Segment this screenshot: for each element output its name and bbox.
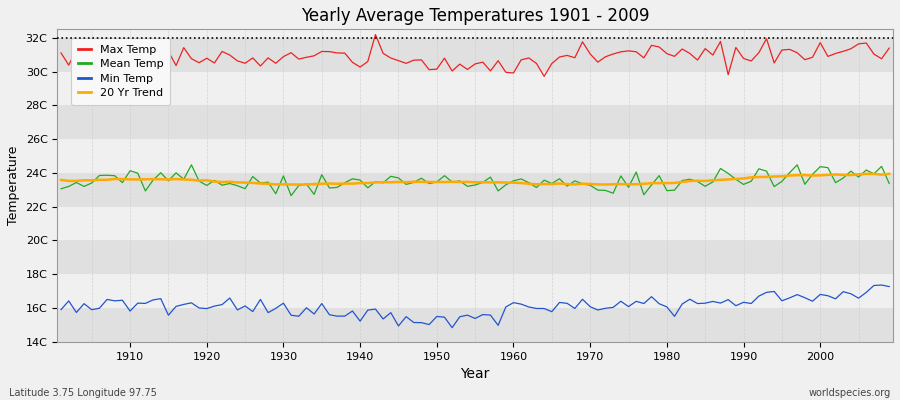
- Bar: [58, 105, 893, 139]
- Bar: [58, 139, 893, 173]
- Text: Latitude 3.75 Longitude 97.75: Latitude 3.75 Longitude 97.75: [9, 388, 157, 398]
- Bar: [58, 308, 893, 342]
- Bar: [58, 38, 893, 72]
- Bar: [58, 274, 893, 308]
- Title: Yearly Average Temperatures 1901 - 2009: Yearly Average Temperatures 1901 - 2009: [301, 7, 650, 25]
- Bar: [58, 72, 893, 105]
- Y-axis label: Temperature: Temperature: [7, 146, 20, 225]
- Bar: [58, 240, 893, 274]
- Legend: Max Temp, Mean Temp, Min Temp, 20 Yr Trend: Max Temp, Mean Temp, Min Temp, 20 Yr Tre…: [71, 38, 170, 105]
- Bar: [58, 207, 893, 240]
- Bar: [58, 173, 893, 207]
- X-axis label: Year: Year: [461, 367, 490, 381]
- Text: worldspecies.org: worldspecies.org: [809, 388, 891, 398]
